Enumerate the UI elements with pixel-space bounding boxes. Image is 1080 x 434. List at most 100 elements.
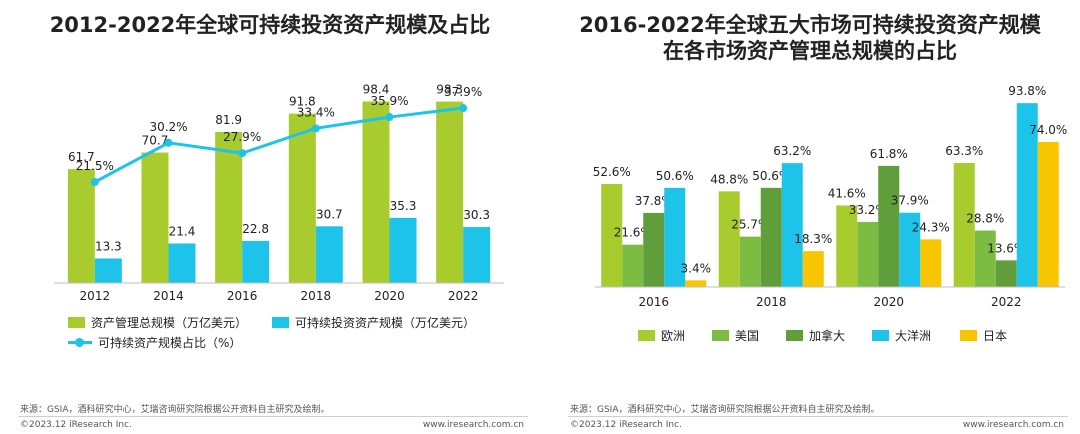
bar-sustainable-assets-2018 (315, 226, 343, 283)
bar-日本-2020 (920, 239, 942, 287)
bar-大洋洲-2022 (1016, 103, 1038, 287)
bar-total-aum-2016 (215, 131, 243, 283)
point-share-2020 (385, 113, 394, 122)
legend-swatch-oceania (872, 330, 889, 341)
bar-日本-2016 (685, 280, 707, 287)
bar-欧洲-2018 (718, 191, 740, 287)
right-chart-title-line1: 2016-2022年全球五大市场可持续投资资产规模 (579, 13, 1041, 37)
bar-大洋洲-2018 (781, 163, 803, 287)
legend-item-sustainable-assets: 可持续投资资产规模（万亿美元） (272, 314, 475, 331)
label-日本-2018: 18.3% (794, 232, 832, 246)
label-total-aum-2022: 98.3 (436, 83, 463, 97)
point-share-2016 (238, 149, 247, 158)
left-source-note: 来源：GSIA，酒科研究中心，艾瑞咨询研究院根据公开资料自主研究及绘制。 (20, 405, 330, 415)
bar-sustainable-assets-2020 (389, 217, 417, 283)
legend-label-sustainable-assets: 可持续投资资产规模（万亿美元） (295, 316, 476, 330)
point-share-2022 (459, 104, 468, 113)
label-total-aum-2018: 91.8 (289, 95, 316, 109)
legend-item-japan: 日本 (960, 327, 1007, 344)
label-大洋洲-2022: 93.8% (1008, 84, 1046, 98)
label-大洋洲-2020: 37.9% (891, 194, 929, 208)
right-chart-title-line2: 在各市场资产管理总规模的占比 (663, 39, 957, 63)
label-欧洲-2018: 48.8% (710, 172, 748, 186)
label-sustainable-assets-2012: 13.3 (95, 239, 122, 253)
legend-swatch-total-aum (68, 317, 85, 328)
legend-swatch-europe (638, 330, 655, 341)
label-total-aum-2014: 70.7 (142, 134, 169, 148)
bar-美国-2018 (739, 236, 761, 287)
label-日本-2016: 3.4% (681, 261, 712, 275)
legend-item-total-aum: 资产管理总规模（万亿美元） (68, 314, 247, 331)
legend-swatch-japan (960, 330, 977, 341)
label-sustainable-assets-2022: 30.3 (463, 208, 490, 222)
legend-swatch-sustainable-assets (272, 317, 289, 328)
bar-加拿大-2020 (878, 165, 900, 287)
legend-label-japan: 日本 (983, 329, 1008, 343)
legend-label-europe: 欧洲 (661, 329, 686, 343)
bar-加拿大-2022 (995, 260, 1017, 287)
legend-item-oceania: 大洋洲 (872, 327, 931, 344)
label-日本-2020: 24.3% (912, 220, 950, 234)
bar-欧洲-2022 (953, 162, 975, 287)
bar-sustainable-assets-2014 (168, 243, 196, 283)
x-tick-2012: 2012 (80, 289, 111, 303)
point-share-2014 (164, 138, 173, 147)
right-chart-plot: 52.6% 21.6% 37.8% 50.6% 3.4% 2016 48.8% 25.7% 50… (593, 84, 1068, 309)
bar-total-aum-2012 (67, 169, 95, 283)
bar-total-aum-2014 (141, 152, 169, 283)
legend-label-usa: 美国 (735, 329, 760, 343)
label-total-aum-2020: 98.4 (363, 82, 390, 96)
bar-欧洲-2020 (836, 205, 858, 287)
label-美国-2022: 28.8% (966, 212, 1004, 226)
legend-label-canada: 加拿大 (809, 329, 846, 343)
label-大洋洲-2018: 63.2% (773, 144, 811, 158)
left-chart-panel: 2012-2022年全球可持续投资资产规模及占比 61.7 13.3 2012 70.… (18, 13, 528, 430)
label-欧洲-2020: 41.6% (828, 186, 866, 200)
right-chart-panel: 2016-2022年全球五大市场可持续投资资产规模 在各市场资产管理总规模的占比… (540, 0, 1080, 434)
label-大洋洲-2016: 50.6% (656, 169, 694, 183)
x-tick-2014: 2014 (153, 289, 184, 303)
label-share-2012: 21.5% (76, 159, 114, 173)
label-欧洲-2016: 52.6% (593, 165, 631, 179)
bar-sustainable-assets-2012 (94, 258, 122, 283)
bar-total-aum-2018 (288, 113, 316, 283)
legend-item-usa: 美国 (712, 327, 759, 344)
label-share-2022: 37.9% (444, 85, 482, 99)
point-share-2018 (311, 124, 320, 133)
legend-swatch-share (68, 337, 92, 348)
bar-美国-2022 (974, 230, 996, 287)
x-tick-2018: 2018 (756, 295, 787, 309)
x-tick-2022: 2022 (991, 295, 1022, 309)
label-sustainable-assets-2016: 22.8 (242, 222, 269, 236)
label-sustainable-assets-2018: 30.7 (316, 207, 343, 221)
bar-total-aum-2022 (436, 101, 464, 283)
x-tick-2018: 2018 (301, 289, 332, 303)
label-日本-2022: 74.0% (1029, 123, 1067, 137)
label-加拿大-2022: 13.6% (987, 241, 1025, 255)
x-tick-2016: 2016 (227, 289, 258, 303)
bar-sustainable-assets-2016 (242, 240, 270, 283)
bar-total-aum-2020 (362, 101, 390, 283)
legend-item-europe: 欧洲 (638, 327, 685, 344)
legend-swatch-canada (786, 330, 803, 341)
right-website: www.iresearch.com.cn (962, 420, 1064, 430)
label-share-2020: 35.9% (370, 94, 408, 108)
x-tick-2020: 2020 (873, 295, 904, 309)
left-footer-divider (18, 416, 528, 417)
label-share-2014: 30.2% (149, 120, 187, 134)
legend-label-total-aum: 资产管理总规模（万亿美元） (91, 316, 248, 330)
label-sustainable-assets-2014: 21.4 (169, 225, 196, 239)
label-total-aum-2012: 61.7 (68, 150, 95, 164)
line-share (94, 106, 464, 184)
legend-item-share: 可持续资产规模占比（%） (68, 334, 241, 351)
bar-美国-2020 (857, 221, 879, 287)
bar-sustainable-assets-2022 (463, 227, 491, 283)
label-share-2018: 33.4% (297, 105, 335, 119)
bar-大洋洲-2016 (664, 187, 686, 287)
bar-美国-2016 (622, 244, 644, 287)
point-share-2012 (90, 178, 99, 187)
bar-加拿大-2016 (643, 212, 665, 287)
label-加拿大-2018: 50.6% (752, 169, 790, 183)
bar-加拿大-2018 (760, 187, 782, 287)
label-sustainable-assets-2020: 35.3 (390, 199, 417, 213)
